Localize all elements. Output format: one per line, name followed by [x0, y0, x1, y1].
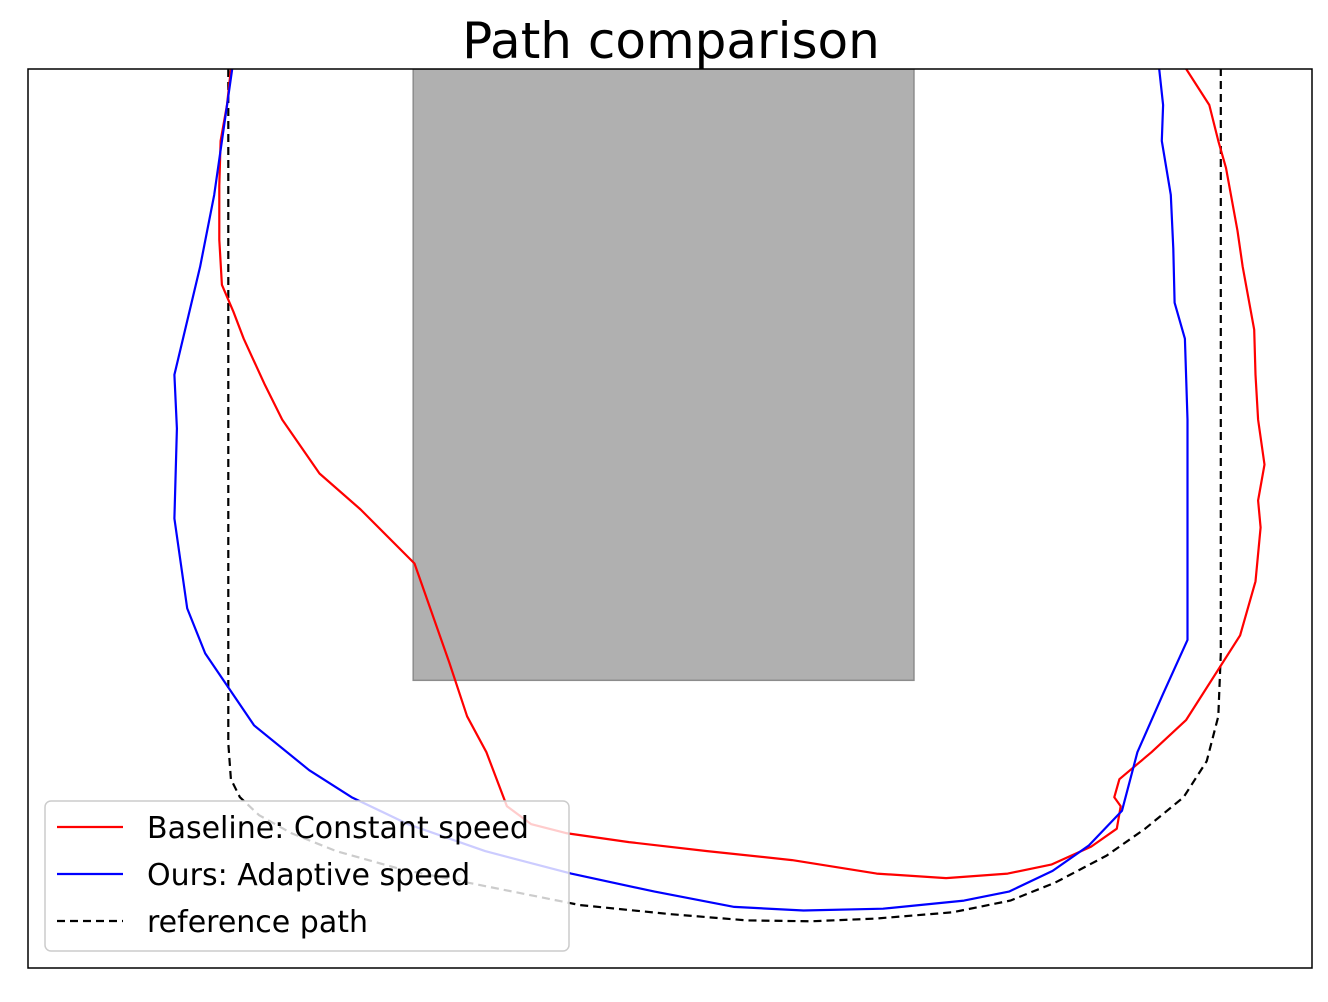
legend-label-ours: Ours: Adaptive speed: [147, 858, 470, 893]
legend: Baseline: Constant speed Ours: Adaptive …: [44, 800, 570, 952]
plot-area: [173, 69, 1266, 923]
legend-label-baseline: Baseline: Constant speed: [147, 811, 529, 846]
adaptive-path-line: [173, 69, 1189, 912]
chart-title: Path comparison: [462, 12, 880, 70]
obstacle-rectangle: [412, 69, 915, 682]
legend-box: [44, 800, 570, 952]
baseline-path-line: [218, 69, 1266, 880]
axes-frame: [27, 68, 1313, 969]
series-layer: [173, 69, 1266, 923]
legend-label-reference: reference path: [147, 905, 368, 940]
reference-path-line: [227, 69, 1222, 923]
